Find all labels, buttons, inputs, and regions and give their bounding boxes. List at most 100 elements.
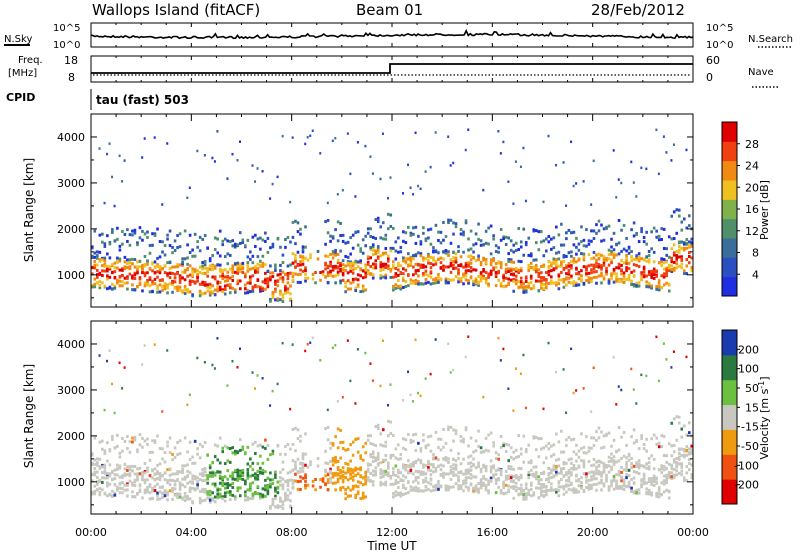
velocity-cell xyxy=(650,483,653,487)
velocity-cell xyxy=(592,444,596,448)
velocity-cell xyxy=(404,475,408,479)
power-cell xyxy=(665,247,669,251)
velocity-cell xyxy=(106,471,109,475)
power-cell xyxy=(141,264,144,268)
velocity-cell xyxy=(605,465,608,469)
power-cell xyxy=(339,269,342,273)
power-cell xyxy=(193,280,197,284)
velocity-cell xyxy=(376,463,380,467)
power-cell xyxy=(497,129,500,133)
power-cell xyxy=(364,274,368,278)
velocity-cell xyxy=(474,488,478,492)
velocity-cell xyxy=(186,469,189,473)
velocity-cell xyxy=(685,465,689,469)
power-cell xyxy=(419,254,423,258)
freq-panel: Freq. [MHz] 18 8 60 0 Nave xyxy=(8,54,780,88)
velocity-cell xyxy=(331,442,335,446)
power-cell xyxy=(153,232,157,236)
velocity-cell xyxy=(386,474,390,478)
velocity-cell xyxy=(364,495,368,499)
power-cell xyxy=(291,261,295,265)
nave-tick-high: 60 xyxy=(706,54,720,67)
power-cell xyxy=(555,263,558,267)
velocity-cell xyxy=(339,456,342,460)
power-cell xyxy=(607,248,611,252)
power-cell xyxy=(392,288,395,292)
power-cell xyxy=(439,266,443,270)
power-cell xyxy=(477,280,480,284)
power-cell xyxy=(108,142,111,145)
power-cell xyxy=(417,184,420,188)
velocity-cell xyxy=(98,493,102,497)
velocity-cell xyxy=(289,491,292,495)
power-cell xyxy=(454,252,458,256)
velocity-cell xyxy=(374,459,378,463)
power-cell xyxy=(557,257,561,261)
power-cell xyxy=(625,266,628,270)
power-cell xyxy=(447,253,450,257)
power-cell xyxy=(652,267,656,271)
velocity-cell xyxy=(687,431,691,435)
x-tick-label: 08:00 xyxy=(276,526,308,539)
power-cell xyxy=(677,250,681,254)
velocity-cell xyxy=(402,463,405,467)
power-cell xyxy=(369,155,372,158)
velocity-cell xyxy=(472,475,475,479)
power-cell xyxy=(331,236,335,240)
power-cell xyxy=(249,275,252,279)
power-cell xyxy=(524,241,528,245)
velocity-cell xyxy=(550,488,553,492)
power-cell xyxy=(101,232,104,236)
power-cell xyxy=(592,237,596,241)
power-cell xyxy=(557,250,561,254)
velocity-cell xyxy=(276,480,280,484)
velocity-cell xyxy=(625,443,628,447)
power-cell xyxy=(173,248,177,252)
power-cell xyxy=(238,241,242,245)
velocity-cell xyxy=(153,467,157,471)
velocity-cell xyxy=(334,488,337,492)
velocity-cell xyxy=(103,466,107,470)
power-cell xyxy=(409,233,413,237)
power-cell xyxy=(108,286,112,290)
velocity-cell xyxy=(424,446,428,450)
velocity-cell xyxy=(344,497,347,501)
velocity-cell xyxy=(504,478,508,482)
velocity-cell xyxy=(254,476,257,480)
power-cell xyxy=(685,264,689,268)
velocity-cell xyxy=(161,495,164,499)
power-cell xyxy=(449,218,453,222)
velocity-cell xyxy=(600,481,603,485)
power-cell xyxy=(366,255,370,259)
power-cell xyxy=(218,263,222,267)
velocity-cell xyxy=(404,467,408,471)
power-cell xyxy=(196,240,199,244)
velocity-cell xyxy=(582,459,586,463)
velocity-cell xyxy=(519,447,523,451)
velocity-cell xyxy=(537,478,541,482)
x-tick-label: 04:00 xyxy=(175,526,207,539)
velocity-cell xyxy=(364,441,368,445)
velocity-cell xyxy=(512,496,515,500)
velocity-cell xyxy=(336,468,340,472)
power-cell xyxy=(617,279,621,283)
power-cell xyxy=(201,267,204,271)
velocity-cell xyxy=(552,488,556,492)
velocity-cell xyxy=(612,461,616,465)
power-cell xyxy=(565,272,568,276)
velocity-cell xyxy=(321,479,325,483)
power-cell xyxy=(183,270,187,274)
power-cell xyxy=(670,270,674,274)
power-cell xyxy=(181,260,184,264)
velocity-cell xyxy=(595,477,598,481)
power-cell xyxy=(685,238,689,242)
power-cell xyxy=(394,283,398,287)
power-cell xyxy=(371,266,375,270)
power-cell xyxy=(452,263,455,267)
velocity-cell xyxy=(545,444,548,448)
power-cell xyxy=(532,286,536,290)
power-cell xyxy=(171,245,174,249)
power-cell xyxy=(399,271,403,275)
velocity-cell xyxy=(597,436,601,440)
power-cell xyxy=(429,270,433,274)
